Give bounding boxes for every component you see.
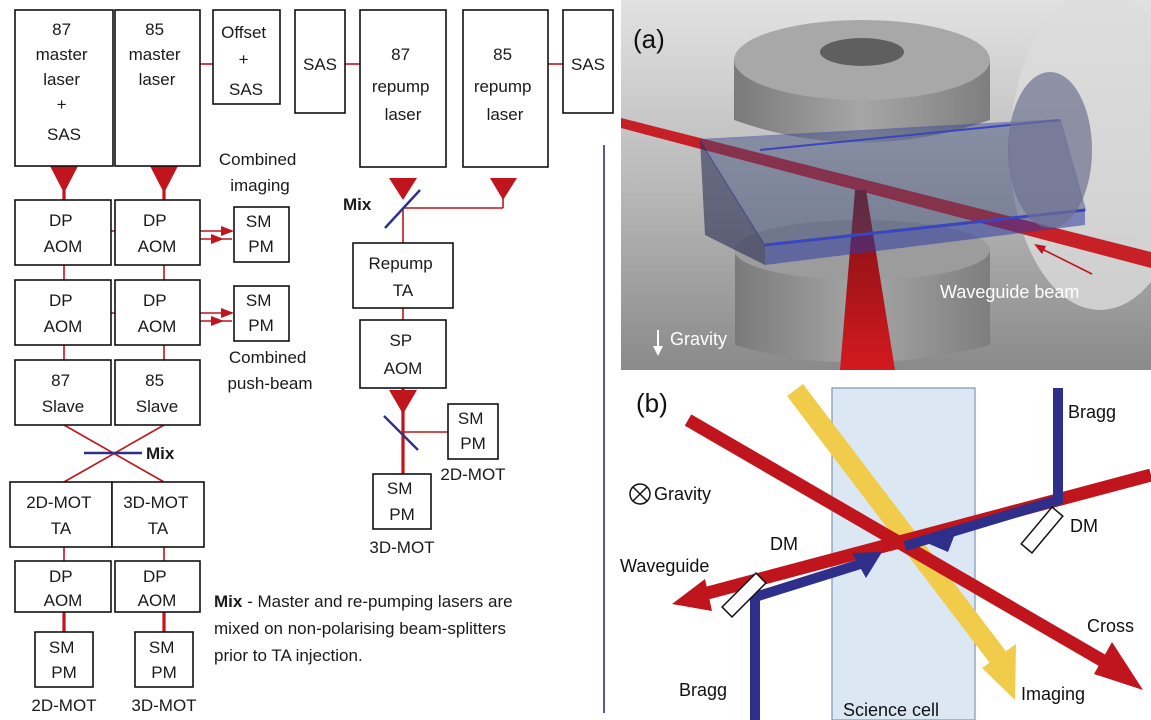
dp-aom-85-push-text: DP AOM [138, 291, 177, 336]
sas-text-2: SAS [571, 55, 605, 74]
beam-splitters [84, 189, 421, 455]
sp-aom-text: SP AOM [384, 331, 423, 378]
science-cell-label: Science cell [843, 700, 939, 720]
panel-b-label: (b) [636, 388, 668, 418]
sm-pm-push [233, 285, 290, 342]
label-3dmot-left: 3D-MOT [131, 696, 196, 715]
dp-aom-3dmot [114, 560, 201, 613]
gravity-into-page-icon [629, 483, 651, 505]
repump-ta-box [352, 242, 454, 309]
repump-85-text: 85 repump laser [474, 45, 536, 124]
cross-label: Cross [1087, 616, 1134, 636]
dp-aom-85-imaging [114, 199, 201, 266]
bragg-top-label: Bragg [1068, 402, 1116, 422]
ta-3dmot-text: 3D-MOT TA [123, 493, 193, 538]
dp-aom-3dmot-text: DP AOM [138, 567, 177, 610]
ta-2dmot-text: 2D-MOT TA [26, 493, 96, 538]
sm-pm-2dmot-text: SM PM [49, 638, 79, 682]
dp-aom-2dmot [14, 560, 112, 613]
mix-note: Mix - Master and re-pumping lasers are m… [214, 592, 517, 665]
master-85-text: 85 master laser [129, 20, 186, 89]
repump-85-box [462, 9, 549, 168]
offset-sas-box [212, 9, 281, 105]
repump-ta-text: Repump TA [369, 254, 438, 300]
sm-pm-repump-2dmot [447, 403, 499, 460]
dp-aom-87-push [14, 279, 112, 346]
mix-label-left: Mix [146, 444, 175, 463]
dp-aom-85-imaging-text: DP AOM [138, 211, 177, 256]
slave-87-box [14, 359, 112, 426]
master-85-box [114, 9, 201, 167]
coil-bore [820, 38, 904, 66]
label-2dmot-left: 2D-MOT [31, 696, 96, 715]
offset-sas-text: Offset + SAS [221, 23, 271, 99]
label-2dmot-repump: 2D-MOT [440, 465, 505, 484]
panel-b-schematic: (b) Bragg Gravity DM DM Waveguide [620, 383, 1151, 720]
sm-pm-imaging-text: SM PM [246, 212, 276, 256]
sm-pm-2dmot [34, 631, 94, 688]
gravity-label-a: Gravity [670, 329, 727, 349]
sp-aom-box [359, 319, 447, 389]
panel-a-label: (a) [633, 24, 665, 54]
waveguide-pointer [1039, 247, 1093, 275]
slave-85-box [114, 359, 201, 426]
master-87-text: 87 master laser + SAS [36, 20, 93, 144]
dp-aom-87-push-text: DP AOM [44, 291, 83, 336]
right-window [1008, 72, 1092, 228]
sm-pm-3dmot [134, 631, 194, 688]
dm-right-label: DM [1070, 516, 1098, 536]
label-3dmot-repump: 3D-MOT [369, 538, 434, 557]
sm-pm-repump-3dmot [372, 473, 432, 530]
dm-right [1020, 506, 1064, 554]
mix-label-repump: Mix [343, 195, 372, 214]
sm-pm-repump-3dmot-text: SM PM [387, 479, 417, 524]
dp-aom-87-imaging-text: DP AOM [44, 211, 83, 256]
dm-left [721, 572, 767, 618]
sas-box-1 [294, 9, 346, 114]
combined-push-label: Combined push-beam [227, 348, 312, 393]
sm-pm-3dmot-text: SM PM [149, 638, 179, 682]
repump-87-box [359, 9, 447, 168]
slave-87-text: 87 Slave [42, 371, 85, 416]
panel-a-render: (a) Waveguide beam Gravity [621, 0, 1151, 370]
bragg-bottom-label: Bragg [679, 680, 727, 700]
sas-box-2 [562, 9, 614, 114]
master-87-box [14, 9, 114, 167]
dp-aom-2dmot-text: DP AOM [44, 567, 83, 610]
gravity-label-b: Gravity [654, 484, 711, 504]
imaging-beam [787, 383, 1008, 667]
waveguide-label: Waveguide [620, 556, 709, 576]
imaging-label: Imaging [1021, 684, 1085, 704]
dm-left-label: DM [770, 534, 798, 554]
ta-3dmot-box [111, 481, 205, 548]
sm-pm-push-text: SM PM [246, 291, 276, 335]
laser-flow-diagram: 87 master laser + SAS 85 master laser Of… [9, 9, 614, 715]
dp-aom-85-push [114, 279, 201, 346]
dp-aom-87-imaging [14, 199, 112, 266]
waveguide-beam-label: Waveguide beam [940, 282, 1079, 302]
sm-pm-imaging [233, 206, 290, 263]
slave-85-text: 85 Slave [136, 371, 179, 416]
sas-text-1: SAS [303, 55, 337, 74]
sm-pm-repump-2dmot-text: SM PM [458, 409, 488, 453]
combined-imaging-label: Combined imaging [219, 150, 301, 195]
repump-87-text: 87 repump laser [372, 45, 434, 124]
